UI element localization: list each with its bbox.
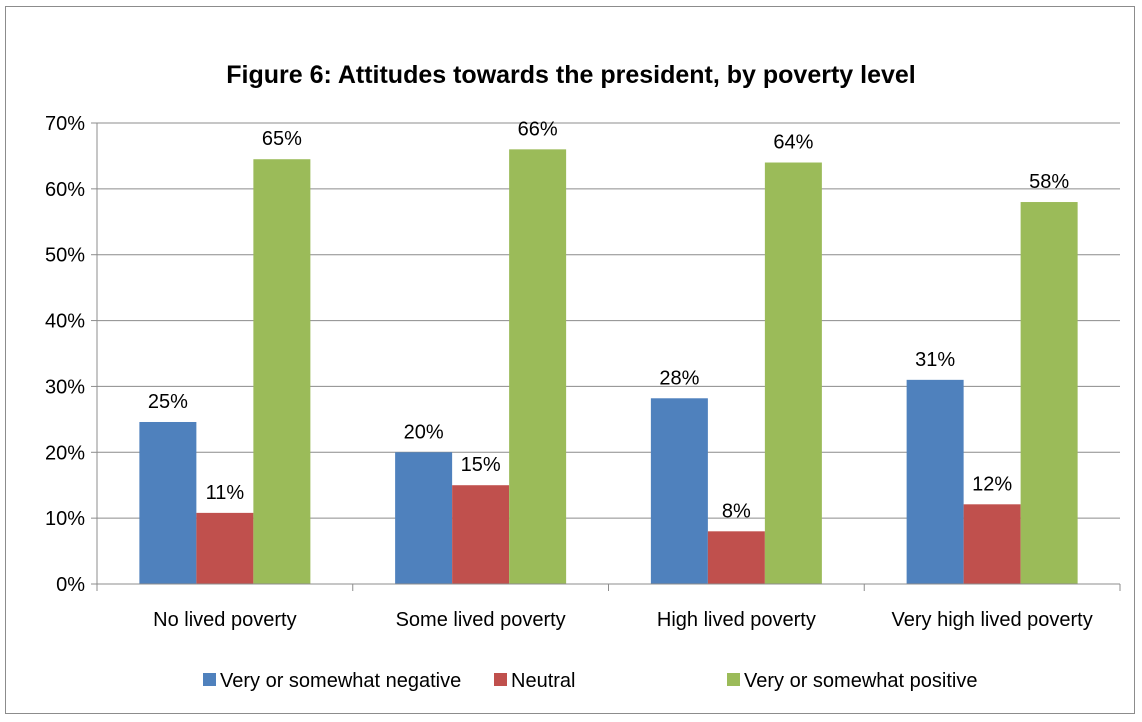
- bar: [395, 452, 453, 584]
- bar: [963, 504, 1021, 584]
- y-tick-label: 70%: [45, 113, 85, 135]
- data-label: 31%: [915, 349, 955, 371]
- x-tick-label: High lived poverty: [657, 609, 816, 631]
- y-tick-label: 30%: [45, 376, 85, 398]
- gridlines: [97, 122, 1120, 519]
- bar: [196, 512, 254, 584]
- y-tick-label: 50%: [45, 245, 85, 267]
- data-label: 8%: [722, 500, 751, 522]
- bar: [253, 159, 311, 584]
- data-label: 15%: [461, 454, 501, 476]
- x-tick-label: Some lived poverty: [396, 609, 566, 631]
- y-tick-label: 10%: [45, 508, 85, 530]
- bar: [1020, 202, 1078, 584]
- bar: [139, 421, 197, 584]
- bars: [139, 149, 1078, 585]
- bar: [509, 149, 567, 585]
- legend-label: Very or somewhat negative: [220, 670, 461, 692]
- data-label: 58%: [1029, 171, 1069, 193]
- data-label: 64%: [773, 132, 813, 154]
- data-label: 25%: [148, 391, 188, 413]
- data-label: 66%: [518, 118, 558, 140]
- bar: [764, 162, 822, 584]
- chart-title: Figure 6: Attitudes towards the presiden…: [226, 61, 916, 89]
- y-tick-label: 0%: [56, 574, 85, 596]
- bar: [707, 531, 765, 584]
- legend-swatch: [203, 673, 216, 686]
- bar: [906, 379, 964, 584]
- data-label: 20%: [404, 421, 444, 443]
- legend-swatch: [494, 673, 507, 686]
- data-label: 11%: [206, 482, 245, 504]
- legend-label: Neutral: [511, 670, 575, 692]
- data-label: 65%: [262, 128, 302, 150]
- axes: 0% 10% 20% 30% 40% 50% 60% 70% No lived poverty S…: [45, 113, 1121, 631]
- legend: Very or somewhat negative Neutral Very or …: [203, 670, 977, 692]
- legend-swatch: [727, 673, 740, 686]
- y-tick-label: 40%: [45, 311, 85, 333]
- x-tick-label: Very high lived poverty: [892, 609, 1093, 631]
- legend-label: Very or somewhat positive: [744, 670, 977, 692]
- y-tick-label: 60%: [45, 179, 85, 201]
- bar: [452, 485, 510, 584]
- y-tick-label: 20%: [45, 442, 85, 464]
- chart-frame: [5, 6, 1135, 714]
- data-labels: 25% 11% 65% 20% 15% 66% 28% 8% 64% 31% 12% 58%: [148, 118, 1069, 522]
- data-label: 12%: [972, 473, 1012, 495]
- x-tick-label: No lived poverty: [153, 609, 296, 631]
- data-label: 28%: [659, 367, 699, 389]
- bar: [650, 398, 708, 584]
